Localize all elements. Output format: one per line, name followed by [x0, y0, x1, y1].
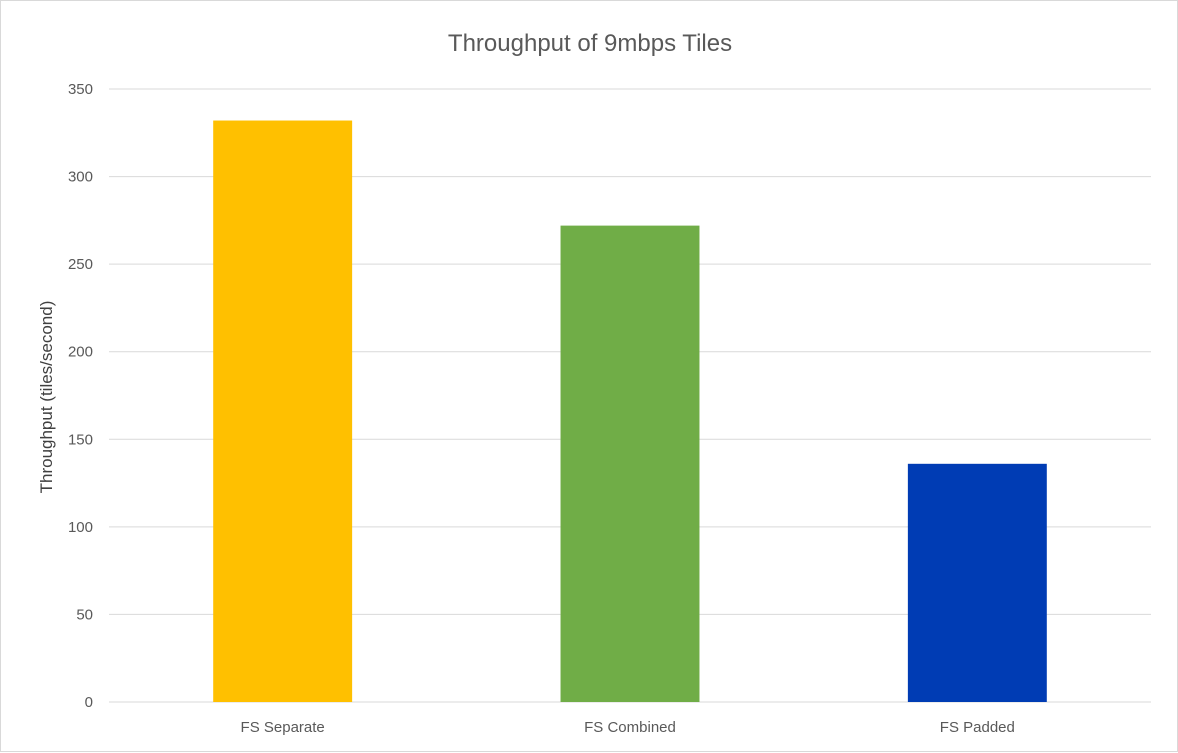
- y-tick-label: 250: [68, 256, 93, 273]
- bar-fs-separate: [213, 120, 353, 703]
- y-tick-label: 150: [68, 431, 93, 448]
- y-tick-label: 350: [68, 81, 93, 98]
- y-tick-label: 100: [68, 519, 93, 536]
- x-tick-label: FS Combined: [584, 719, 676, 736]
- x-tick-label: FS Padded: [940, 719, 1015, 736]
- chart-title: Throughput of 9mbps Tiles: [448, 30, 732, 57]
- x-tick-label: FS Separate: [241, 719, 325, 736]
- bars: [213, 120, 1047, 703]
- bar-fs-padded: [907, 463, 1047, 702]
- y-tick-label: 0: [85, 694, 93, 711]
- y-tick-label: 200: [68, 344, 93, 361]
- y-axis-ticks: 0 50 100 150 200 250 300 350: [68, 81, 93, 711]
- y-tick-label: 50: [76, 606, 93, 623]
- y-tick-label: 300: [68, 169, 93, 186]
- x-axis-ticks: FS Separate FS Combined FS Padded: [241, 719, 1015, 736]
- bar-fs-combined: [560, 225, 700, 702]
- y-axis-label: Throughput (tiles/second): [37, 301, 56, 494]
